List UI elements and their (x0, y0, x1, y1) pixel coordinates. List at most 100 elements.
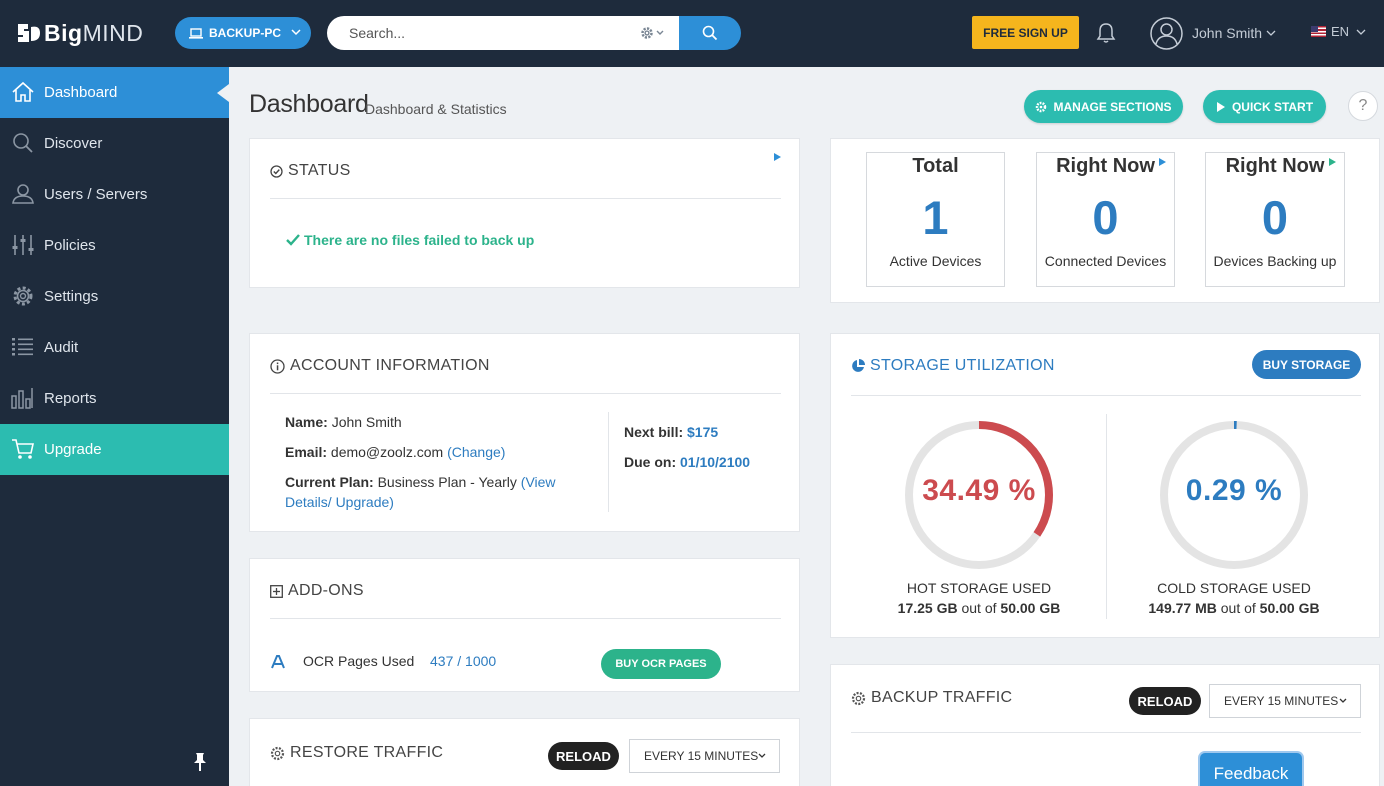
storage-panel: STORAGE UTILIZATION BUY STORAGE 34.49 % … (830, 333, 1380, 638)
stat-connected-devices: Right Now 0 Connected Devices (1036, 152, 1175, 287)
manage-sections-label: MANAGE SECTIONS (1053, 99, 1172, 114)
sidebar-item-audit[interactable]: Audit (0, 322, 229, 373)
divider (270, 618, 781, 619)
hot-storage-percent: 34.49 % (922, 474, 1036, 507)
bar-chart-icon (11, 388, 33, 409)
account-email: demo@zoolz.com (330, 444, 444, 460)
account-plan-row: Current Plan: Business Plan - Yearly (Vi… (285, 472, 585, 492)
status-message: There are no files failed to back up (286, 232, 534, 248)
search-button[interactable] (679, 16, 741, 50)
search-bar (327, 16, 741, 50)
restore-traffic-title: RESTORE TRAFFIC (270, 744, 443, 762)
pin-sidebar-button[interactable] (192, 752, 208, 777)
pie-chart-icon (852, 359, 865, 372)
divider (270, 393, 781, 394)
backup-traffic-title: BACKUP TRAFFIC (851, 689, 1012, 707)
avatar-icon (1150, 16, 1183, 50)
sidebar-item-discover[interactable]: Discover (0, 118, 229, 169)
bell-icon (1096, 23, 1116, 43)
language-selector[interactable]: EN (1311, 24, 1368, 39)
stat-label: Devices Backing up (1213, 253, 1337, 269)
view-details-link[interactable]: (View (520, 474, 556, 490)
restore-reload-button[interactable]: RELOAD (548, 742, 619, 770)
sidebar-item-dashboard[interactable]: Dashboard (0, 67, 229, 118)
feedback-button[interactable]: Feedback (1200, 753, 1302, 786)
manage-sections-button[interactable]: MANAGE SECTIONS (1024, 90, 1183, 123)
chevron-down-icon (1266, 30, 1276, 36)
language-code: EN (1331, 24, 1350, 39)
help-button[interactable]: ? (1348, 91, 1378, 121)
top-bar: Big MIND BACKUP-PC FREE (0, 0, 1384, 67)
bigmind-logo[interactable]: Big MIND (16, 18, 143, 48)
device-selector-button[interactable]: BACKUP-PC (175, 17, 311, 49)
account-title: ACCOUNT INFORMATION (270, 357, 490, 375)
buy-ocr-pages-button[interactable]: BUY OCR PAGES (601, 649, 721, 679)
status-title: STATUS (270, 162, 351, 180)
sidebar-item-label: Discover (44, 135, 103, 152)
addons-title: ADD-ONS (270, 582, 364, 600)
laptop-icon (189, 27, 203, 39)
due-on-label: Due on: (624, 454, 677, 470)
stat-active-devices: Total 1 Active Devices (866, 152, 1005, 287)
logo-text-mind: MIND (82, 19, 144, 46)
change-email-link[interactable]: (Change) (447, 444, 506, 460)
sidebar-item-label: Reports (44, 390, 97, 407)
cold-storage-gauge (1160, 421, 1308, 569)
gear-icon (641, 27, 664, 39)
check-circle-icon (270, 164, 283, 178)
cold-storage-values: 149.77 MB out of 50.00 GB (1148, 600, 1320, 616)
stat-heading: Total (912, 155, 959, 177)
name-label: Name: (285, 414, 328, 430)
account-email-row: Email: demo@zoolz.com (Change) (285, 442, 505, 462)
next-bill-row: Next bill: $175 (624, 422, 718, 442)
account-name-row: Name: John Smith (285, 412, 402, 432)
play-icon (1216, 101, 1225, 112)
search-icon (13, 133, 33, 153)
restore-interval-value: EVERY 15 MINUTES (644, 749, 759, 763)
sidebar-item-policies[interactable]: Policies (0, 220, 229, 271)
account-plan: Business Plan - Yearly (377, 474, 517, 490)
logo-text-big: Big (44, 19, 83, 46)
free-signup-button[interactable]: FREE SIGN UP (972, 16, 1079, 49)
backup-reload-button[interactable]: RELOAD (1129, 687, 1201, 715)
backup-interval-select[interactable]: EVERY 15 MINUTES (1209, 684, 1361, 718)
next-bill-amount: $175 (687, 424, 719, 440)
pin-icon (194, 753, 206, 771)
restore-interval-select[interactable]: EVERY 15 MINUTES (629, 739, 780, 773)
search-options-button[interactable] (640, 25, 666, 46)
sidebar-item-settings[interactable]: Settings (0, 271, 229, 322)
sidebar-item-reports[interactable]: Reports (0, 373, 229, 424)
view-details-upgrade-link[interactable]: Details/ Upgrade) (285, 494, 394, 510)
stat-number: 0 (1092, 191, 1119, 244)
sidebar-item-upgrade[interactable]: Upgrade (0, 424, 229, 475)
buy-storage-button[interactable]: BUY STORAGE (1252, 350, 1361, 379)
logo-mark-icon (18, 24, 40, 42)
devices-panel: Total 1 Active Devices Right Now 0 Conne… (830, 138, 1380, 303)
checkmark-icon (286, 234, 300, 246)
quick-start-button[interactable]: QUICK START (1203, 90, 1326, 123)
email-label: Email: (285, 444, 328, 460)
panel-menu-flag-icon[interactable] (774, 153, 781, 161)
stat-flag-icon[interactable] (1159, 158, 1166, 166)
sidebar-item-users-servers[interactable]: Users / Servers (0, 169, 229, 220)
device-name: BACKUP-PC (209, 26, 281, 40)
ocr-icon (271, 655, 285, 669)
page-title: Dashboard (249, 90, 369, 118)
storage-title: STORAGE UTILIZATION (851, 357, 1055, 375)
us-flag-icon (1311, 26, 1326, 37)
chevron-down-icon (758, 753, 766, 758)
page-subtitle: Dashboard & Statistics (365, 101, 507, 117)
search-input[interactable] (327, 16, 679, 50)
users-icon (12, 184, 34, 204)
plan-label: Current Plan: (285, 474, 374, 490)
hot-storage-gauge (905, 421, 1053, 569)
stat-flag-icon[interactable] (1329, 158, 1336, 166)
hot-storage-values: 17.25 GB out of 50.00 GB (897, 600, 1061, 616)
notifications-bell[interactable] (1096, 22, 1116, 49)
gear-icon (851, 691, 866, 705)
info-icon (270, 358, 285, 374)
user-menu[interactable]: John Smith (1150, 15, 1277, 51)
divider (270, 198, 781, 199)
cold-storage-percent: 0.29 % (1185, 474, 1283, 507)
stat-number: 1 (922, 191, 949, 244)
